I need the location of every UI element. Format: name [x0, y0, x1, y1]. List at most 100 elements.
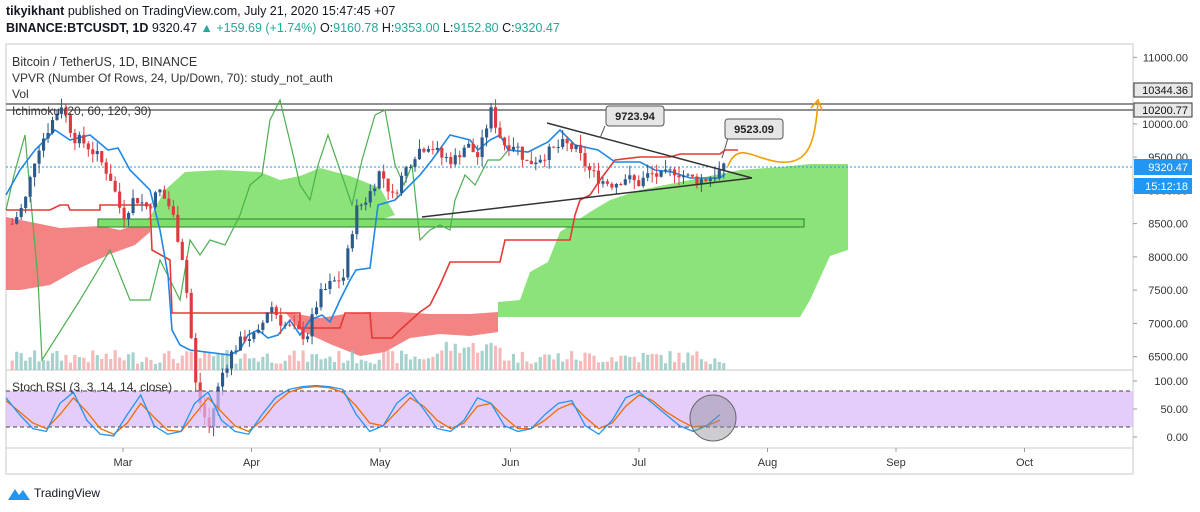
open-label: O:	[319, 21, 334, 35]
time-tick-label: Mar	[114, 457, 133, 469]
volume-bar	[686, 352, 690, 370]
volume-bar	[261, 356, 265, 370]
volume-bar	[422, 359, 426, 370]
highlight-circle	[689, 394, 737, 442]
volume-bar	[270, 362, 274, 370]
bull-cloud-feb	[150, 168, 395, 222]
time-axis-frame	[5, 447, 1134, 475]
candle-body	[122, 207, 126, 220]
candle-body	[525, 159, 529, 161]
svg-text:15:12:18: 15:12:18	[1145, 181, 1188, 193]
candle-body	[543, 159, 547, 161]
volume-bar	[632, 356, 636, 370]
candle-body	[511, 146, 516, 150]
volume-bar	[216, 353, 220, 370]
candle-body	[220, 372, 225, 387]
volume-bar	[167, 350, 171, 370]
triangle-lower-trendline	[421, 177, 753, 218]
volume-bar	[681, 362, 686, 370]
high-value: 9353.00	[394, 21, 440, 35]
candle-body	[368, 191, 372, 203]
volume-bar	[207, 352, 211, 370]
vol-label: Vol	[12, 87, 29, 101]
candle-body	[529, 160, 533, 165]
volume-bar	[556, 353, 560, 370]
candle-body	[565, 139, 569, 144]
volume-bar	[234, 363, 238, 370]
volume-bar	[104, 353, 108, 370]
candle-body	[149, 206, 153, 208]
volume-bar	[485, 344, 489, 370]
volume-bar	[520, 351, 524, 370]
candle-body	[279, 315, 283, 326]
volume-bar	[50, 353, 55, 370]
volume-bar	[650, 353, 654, 370]
candle-body	[185, 259, 189, 293]
volume-bar	[131, 352, 135, 370]
candle-body	[516, 146, 520, 148]
candle-body	[458, 155, 462, 158]
volume-bar	[355, 363, 359, 370]
candle-body	[708, 178, 712, 182]
volume-bar	[368, 362, 372, 370]
volume-bar	[623, 355, 627, 370]
volume-bar	[391, 351, 395, 370]
stoch-label: Stoch RSI (3, 3, 14, 14, close)	[12, 380, 173, 394]
volume-bar	[149, 359, 153, 370]
volume-bar	[614, 361, 618, 370]
author-name[interactable]: tikyikhant	[6, 4, 65, 18]
candle-body	[449, 156, 453, 165]
candle-body	[323, 289, 328, 291]
candle-body	[113, 180, 117, 192]
volume-bar	[77, 357, 81, 370]
volume-bar	[301, 350, 305, 370]
candle-body	[301, 328, 305, 340]
candle-body	[713, 178, 717, 180]
candle-body	[596, 170, 601, 184]
volume-bar	[113, 350, 117, 370]
volume-bar	[153, 363, 158, 370]
volume-bar	[127, 354, 131, 370]
volume-bar	[570, 351, 574, 370]
volume-bar	[73, 354, 77, 370]
candle-body	[82, 134, 86, 144]
volume-bar	[297, 361, 301, 370]
volume-bar	[274, 363, 278, 370]
candle-body	[552, 146, 556, 148]
candle-body	[574, 144, 578, 150]
candle-body	[386, 178, 390, 192]
time-axis[interactable]: Mar Apr May Jun Jul Aug Sep Oct	[114, 448, 1034, 469]
kijun-line	[6, 149, 738, 339]
volume-bar	[364, 360, 368, 370]
volume-bar	[185, 351, 189, 370]
candle-body	[238, 336, 243, 351]
candle-body	[297, 325, 301, 329]
candle-body	[265, 312, 269, 323]
volume-bar	[431, 356, 435, 370]
candle-body	[171, 206, 175, 215]
stoch-band-fill	[6, 391, 1133, 427]
candle-body	[127, 213, 131, 220]
volume-bar	[480, 350, 484, 370]
candle-body	[346, 248, 350, 278]
candle-body	[234, 350, 238, 352]
candle-body	[695, 176, 699, 185]
volume-bar	[55, 351, 59, 370]
candle-body	[502, 137, 507, 146]
tradingview-logo[interactable]: TradingView	[8, 486, 100, 500]
candle-body	[104, 162, 108, 174]
candle-body	[538, 159, 542, 163]
chart-title: Bitcoin / TetherUS, 1D, BINANCE	[12, 55, 198, 69]
candle-body	[382, 171, 386, 179]
candle-body	[350, 234, 354, 249]
price-axis[interactable]: 11000.0010500.0010000.009500.009000.0085…	[1133, 52, 1188, 364]
volume-bar	[37, 361, 41, 370]
candle-body	[46, 133, 50, 139]
price-change: ▲ +159.69 (+1.74%)	[200, 21, 317, 35]
volume-bar	[332, 362, 337, 370]
candle-body	[50, 120, 55, 134]
candle-body	[444, 156, 448, 158]
volume-bar	[337, 351, 341, 370]
volume-bar	[247, 358, 251, 370]
